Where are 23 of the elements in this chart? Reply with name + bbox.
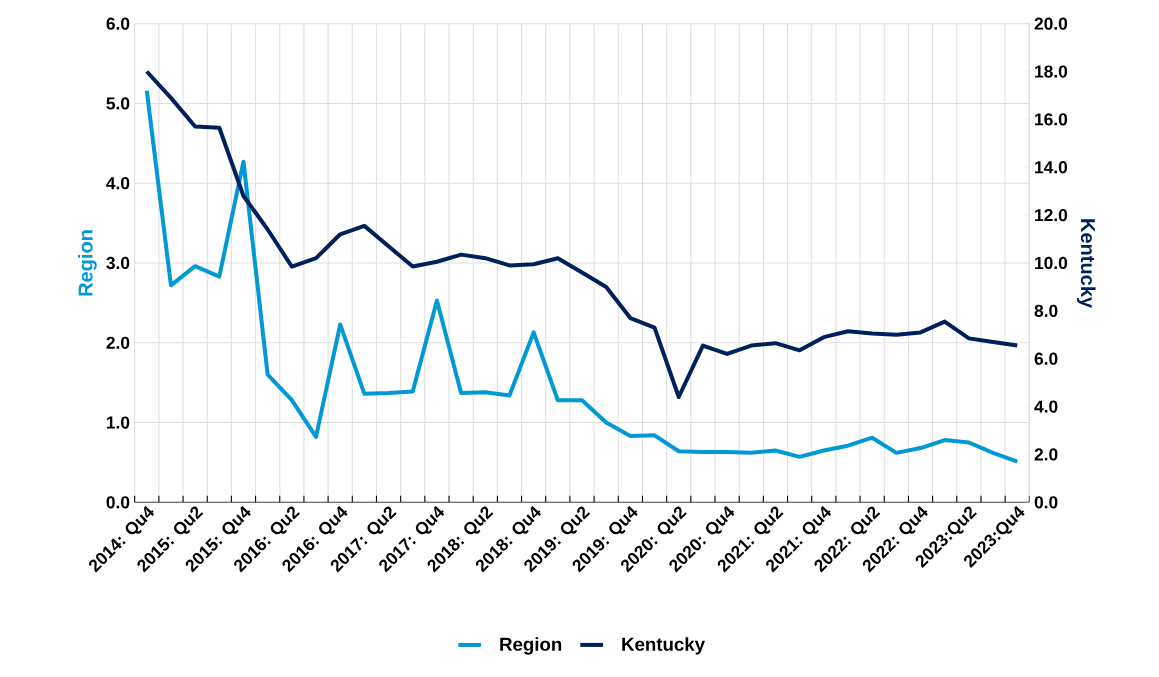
y-tick-label: 5.0 bbox=[106, 97, 130, 110]
y2-axis-title: Kentucky bbox=[1076, 219, 1096, 308]
y2-tick-label: 0.0 bbox=[1034, 496, 1058, 509]
y2-tick-label: 12.0 bbox=[1035, 208, 1068, 222]
y2-tick-label: 2.0 bbox=[1034, 448, 1058, 461]
y-tick-label: 1.0 bbox=[106, 416, 130, 429]
y2-tick-label: 14.0 bbox=[1035, 161, 1068, 174]
y2-tick-label: 10.0 bbox=[1035, 256, 1068, 270]
legend-label: Region bbox=[500, 637, 562, 655]
y-axis-title: Region bbox=[77, 230, 97, 296]
y2-tick-label: 18.0 bbox=[1035, 65, 1068, 78]
line-series bbox=[144, 69, 1020, 400]
y2-tick-label: 4.0 bbox=[1034, 400, 1058, 413]
y2-tick-label: 20.0 bbox=[1034, 17, 1068, 30]
y2-tick-label: 6.0 bbox=[1034, 352, 1058, 365]
y2-tick-label: 16.0 bbox=[1035, 113, 1068, 126]
line-series bbox=[144, 88, 1020, 464]
y2-tick-label: 8.0 bbox=[1034, 304, 1058, 317]
y-tick-label: 2.0 bbox=[106, 336, 130, 349]
y-tick-label: 6.0 bbox=[106, 17, 130, 30]
y-tick-label: 4.0 bbox=[106, 177, 130, 190]
legend-label: Kentucky bbox=[622, 637, 705, 655]
y-tick-label: 3.0 bbox=[106, 256, 130, 270]
